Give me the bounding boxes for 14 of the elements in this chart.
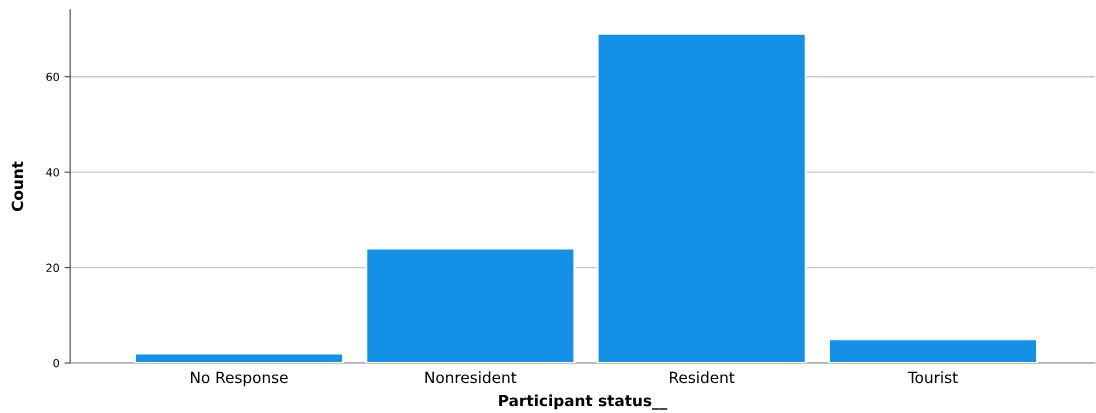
x-axis-title: Participant status__ (499, 394, 668, 410)
x-tick-label: Resident (670, 371, 735, 384)
x-tick-label: No Response (191, 371, 288, 387)
bar (596, 32, 807, 364)
x-tick-label: Tourist (907, 371, 958, 384)
y-tick-label: 40 (46, 168, 59, 177)
y-tick-label: 60 (46, 72, 59, 82)
bar (133, 352, 345, 364)
y-tick-label: 0 (53, 359, 59, 368)
y-tick-label: 20 (46, 263, 59, 272)
x-tick-label: Nonresident (425, 371, 517, 384)
y-axis-title: Count (11, 161, 24, 212)
bar (827, 338, 1039, 364)
bar (365, 247, 576, 364)
